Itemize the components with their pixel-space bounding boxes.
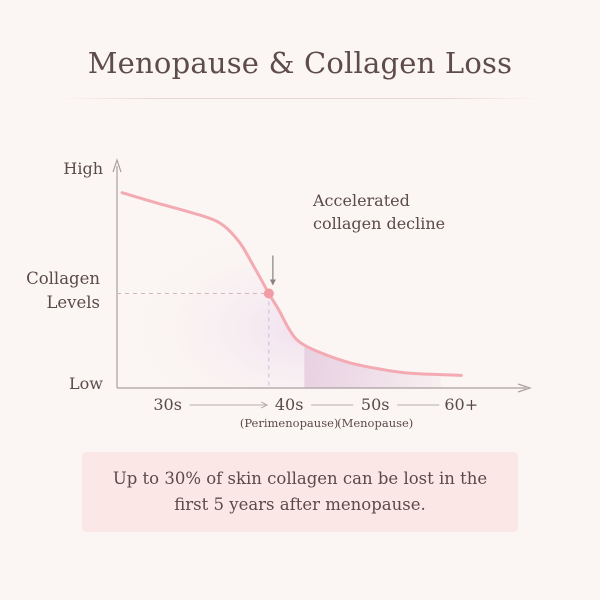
x-tick-label: 60+ [444, 395, 478, 414]
y-tick-label-high: High [63, 159, 103, 178]
title-divider [60, 98, 540, 99]
x-tick-sublabel: (Perimenopause) [240, 416, 339, 430]
x-axis-arrow [517, 383, 532, 393]
callout-box: Up to 30% of skin collagen can be lost i… [82, 452, 518, 532]
x-tick-label: 50s [361, 395, 390, 414]
annotation-marker [263, 288, 274, 299]
callout-text: Up to 30% of skin collagen can be lost i… [112, 469, 488, 514]
y-tick-label-low: Low [69, 374, 103, 393]
y-axis-label: Collagen [26, 269, 100, 288]
area-fill [122, 192, 462, 388]
x-tick-sublabel: (Menopause) [337, 416, 413, 430]
annotation-arrowhead [269, 279, 276, 286]
y-axis-label: Levels [46, 293, 100, 312]
collagen-line [120, 191, 463, 377]
timeline-arrowhead [260, 401, 269, 409]
y-axis-arrow [112, 158, 122, 173]
annotation-text: collagen decline [313, 214, 445, 233]
x-tick-label: 30s [153, 395, 182, 414]
page-title: Menopause & Collagen Loss [87, 46, 513, 80]
collagen-chart: Accelerated collagen decline High Low Collag… [26, 158, 532, 430]
x-tick-label: 40s [275, 395, 304, 414]
annotation-text: Accelerated [312, 191, 410, 210]
